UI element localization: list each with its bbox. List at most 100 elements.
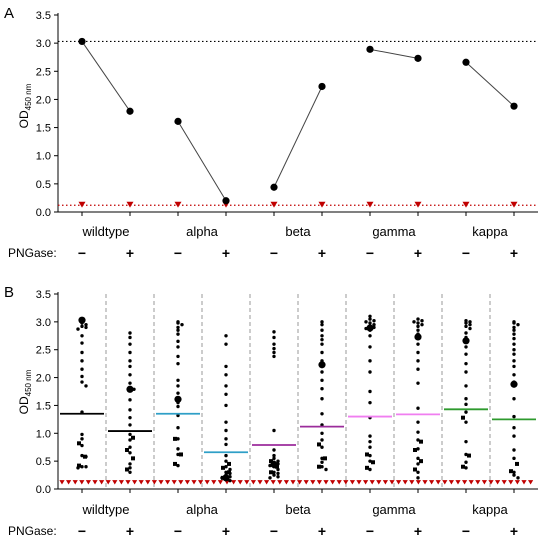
panel-b-baseline-triangle [112,480,118,485]
panel-b-square-point [131,435,135,440]
panel-b-point [176,463,180,468]
panel-b-square-point [179,452,183,457]
panel-b-point [512,426,516,430]
panel-b-square-point [173,436,177,441]
panel-b-point [224,403,228,408]
panel-b-variant-label: wildtype [82,502,130,517]
panel-b-pngase-sign: + [318,523,326,539]
panel-b-baseline-triangle [270,480,276,485]
panel-b-point [224,392,228,396]
panel-b-square-point [317,442,321,447]
panel-b-point [464,410,468,414]
panel-b-point [516,322,520,327]
panel-b-baseline-triangle [132,480,138,485]
panel-b-ylabel-sub: 450 nm [24,369,33,396]
panel-b-point [272,448,276,452]
panel-b-point [368,459,372,463]
panel-b-baseline-triangle [105,480,111,485]
panel-b-point [80,437,84,441]
panel-b-baseline-triangle [165,480,171,485]
panel-b-point [80,334,84,338]
panel-b-point [368,345,372,349]
panel-b-highlight-point [174,395,182,403]
panel-b-point [320,431,324,435]
panel-b-point [416,476,420,480]
panel-b-pngase-label: PNGase: [8,524,57,538]
panel-a-pngase-sign: − [462,245,470,261]
panel-b-point [416,430,420,434]
panel-b-point [468,322,472,327]
panel-a-pair-line [273,86,323,188]
panel-b-baseline-triangle [475,480,481,485]
panel-b-point [224,470,228,474]
panel-b-baseline-triangle [297,480,303,485]
panel-b-point [468,320,472,324]
panel-b-point [416,321,420,325]
panel-a-point [366,45,374,53]
panel-b-square-point [419,439,423,444]
panel-b-square-point [365,465,369,470]
panel-b-point [176,354,180,359]
panel-b-point [416,456,420,461]
panel-b-point [368,453,372,458]
panel-b-square-point [77,441,81,446]
panel-b-point [368,439,372,444]
panel-b-point [76,327,80,331]
panel-b-y-tick-label: 1.0 [36,428,51,440]
panel-b-point [420,319,424,323]
panel-b-point [176,426,180,430]
panel-b-variant-label: beta [285,502,311,517]
panel-a-point [510,102,518,110]
panel-b-point [320,378,324,383]
panel-b-square-point [419,459,423,464]
panel-b-baseline-triangle [481,480,487,485]
panel-a-y-tick-label: 0.5 [36,179,51,191]
panel-b-baseline-triangle [264,480,270,485]
panel-b-point [84,322,88,327]
panel-b-point [320,438,324,442]
panel-b-y-tick-label: 0.0 [36,484,51,496]
panel-b-point [176,404,180,409]
panel-b-point [368,434,372,438]
panel-b-point [416,328,420,332]
panel-b-point [128,408,132,412]
panel-b-point [276,459,280,463]
panel-b-point [512,434,516,438]
panel-b-point [128,423,132,427]
panel-b-square-point [467,453,471,458]
panel-b-point [320,328,324,332]
panel-a-baseline-triangle [270,201,278,208]
panel-b-point [324,467,328,472]
panel-b-point [272,330,276,334]
panel-b-point [512,364,516,369]
panel-a-baseline-triangle [414,201,422,208]
panel-b-point [372,319,376,323]
panel-a-baseline-triangle [174,201,182,208]
panel-b-baseline-triangle [145,480,151,485]
panel-b-point [416,447,420,451]
panel-b-point [320,370,324,374]
panel-a-y-tick-label: 3.0 [36,38,51,50]
panel-b-baseline-triangle [79,480,85,485]
panel-a-y-tick-label: 1.5 [36,123,51,135]
panel-b-point [276,471,280,476]
panel-b-baseline-triangle [244,480,250,485]
panel-b-baseline-triangle [92,480,98,485]
panel-b-point [176,437,180,441]
panel-b-pngase-sign: + [126,523,134,539]
panel-b-variant-label: gamma [372,502,416,517]
panel-b-baseline-triangle [330,480,336,485]
panel-b-baseline-triangle [66,480,72,485]
panel-b-point [272,350,276,355]
panel-b-pngase-sign: + [222,523,230,539]
panel-b-baseline-triangle [290,480,296,485]
panel-b-point [320,334,324,338]
panel-b-square-point [227,461,231,466]
panel-b-baseline-triangle [151,480,157,485]
panel-b-point [176,321,180,325]
panel-b-point [80,359,84,363]
panel-b-point [176,391,180,395]
panel-b-point [412,320,416,324]
panel-b-point [512,414,516,419]
